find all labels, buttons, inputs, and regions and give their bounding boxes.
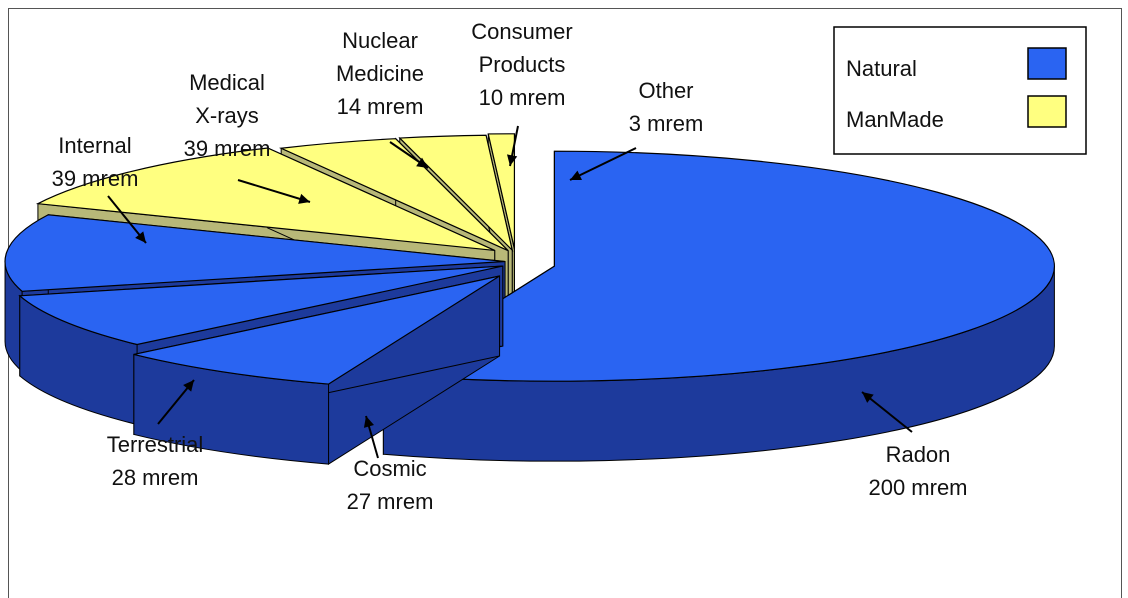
legend-swatch-manmade [1027, 95, 1067, 128]
pie-slices [4, 133, 1055, 465]
arrowhead-nuclear-medicine [416, 157, 428, 168]
label-medical-x-rays: Medical X-rays 39 mrem [184, 70, 271, 161]
slice-internal-top [4, 214, 506, 292]
label-internal: Internal 39 mrem [52, 133, 139, 191]
label-arrows [107, 125, 913, 459]
slice-radon-top [381, 150, 1055, 382]
label-radon-line-1: 200 mrem [868, 475, 967, 500]
arrowhead-internal [135, 231, 146, 243]
label-nuclear-medicine-line-1: Medicine [336, 61, 424, 86]
label-nuclear-medicine-line-0: Nuclear [342, 28, 418, 53]
legend-box [833, 26, 1087, 155]
legend-label-manmade: ManMade [846, 107, 944, 132]
label-consumer-products-line-1: Products [479, 52, 566, 77]
slice-cosmic [133, 275, 501, 465]
label-terrestrial: Terrestrial 28 mrem [107, 432, 204, 490]
arrowhead-radon [862, 392, 874, 403]
label-radon-line-0: Radon [886, 442, 951, 467]
slice-terrestrial-top [18, 265, 503, 346]
label-other: Other 3 mrem [629, 78, 704, 136]
slice-labels: Radon 200 mrem Cosmic 27 mrem Terrestrial 28 … [52, 19, 968, 514]
slice-cosmic-top [133, 275, 500, 385]
label-radon: Radon 200 mrem [868, 442, 967, 500]
slice-consumer-products-top [398, 134, 514, 253]
legend-label-natural: Natural [846, 56, 917, 81]
label-cosmic-line-1: 27 mrem [347, 489, 434, 514]
legend-swatch-natural [1027, 47, 1067, 80]
label-other-line-0: Other [638, 78, 693, 103]
label-consumer-products-line-0: Consumer [471, 19, 572, 44]
arrowhead-terrestrial [183, 380, 194, 392]
label-cosmic-line-0: Cosmic [353, 456, 426, 481]
label-consumer-products: Consumer Products 10 mrem [471, 19, 572, 110]
label-medical-x-rays-line-0: Medical [189, 70, 265, 95]
label-terrestrial-line-1: 28 mrem [112, 465, 199, 490]
arrow-medical-x-rays [237, 179, 311, 203]
arrowhead-consumer-products [507, 154, 518, 166]
label-medical-x-rays-line-2: 39 mrem [184, 136, 271, 161]
arrowhead-cosmic [363, 416, 374, 428]
label-other-line-1: 3 mrem [629, 111, 704, 136]
label-nuclear-medicine-line-2: 14 mrem [337, 94, 424, 119]
label-consumer-products-line-2: 10 mrem [479, 85, 566, 110]
label-internal-line-0: Internal [58, 133, 131, 158]
label-terrestrial-line-0: Terrestrial [107, 432, 204, 457]
label-cosmic: Cosmic 27 mrem [347, 456, 434, 514]
arrowhead-other [570, 170, 582, 180]
slice-nuclear-medicine-top [278, 138, 509, 252]
label-medical-x-rays-line-1: X-rays [195, 103, 259, 128]
arrowhead-medical-x-rays [298, 193, 310, 204]
arrow-other [569, 147, 637, 181]
label-nuclear-medicine: Nuclear Medicine 14 mrem [336, 28, 424, 119]
slice-other-top [487, 133, 516, 249]
slice-medical-x-rays-top [35, 147, 495, 252]
label-internal-line-1: 39 mrem [52, 166, 139, 191]
legend: Natural ManMade [833, 26, 1087, 155]
